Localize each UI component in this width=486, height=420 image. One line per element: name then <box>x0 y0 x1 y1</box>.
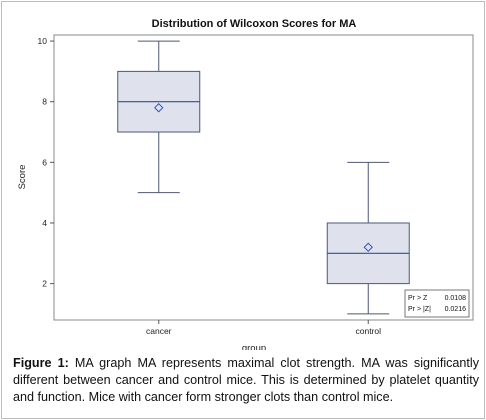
y-tick-label-8: 8 <box>42 97 47 107</box>
y-tick-label-2: 2 <box>42 279 47 289</box>
stat-value-1: 0.0216 <box>445 306 467 313</box>
x-tick-label-cancer: cancer <box>146 326 172 336</box>
stats-box: Pr > Z 0.0108 Pr > |Z| 0.0216 <box>404 289 470 318</box>
y-tick-label-6: 6 <box>42 157 47 167</box>
y-axis-label: Score <box>17 165 28 190</box>
caption-text: MA graph MA represents maximal clot stre… <box>13 356 480 404</box>
plot-area <box>53 34 474 321</box>
x-axis: cancer control <box>146 320 381 336</box>
y-axis: 2 4 6 8 10 <box>38 36 54 289</box>
caption-label: Figure 1: <box>13 356 69 370</box>
stat-value-0: 0.0108 <box>445 295 467 302</box>
box-plot-chart: Distribution of Wilcoxon Scores for MA 2… <box>17 18 474 350</box>
x-tick-label-control: control <box>355 326 381 336</box>
cancer-mean-marker <box>154 103 164 113</box>
figure-caption: Figure 1: MA graph MA represents maximal… <box>13 355 479 406</box>
y-tick-label-10: 10 <box>38 36 48 46</box>
y-tick-label-4: 4 <box>42 218 47 228</box>
x-axis-label: group <box>242 343 266 350</box>
stat-label-0: Pr > Z <box>408 295 428 302</box>
stat-label-1: Pr > |Z| <box>408 306 431 313</box>
stats-box-frame <box>404 289 470 318</box>
chart-title: Distribution of Wilcoxon Scores for MA <box>152 18 357 30</box>
boxes <box>117 40 410 315</box>
control-mean-marker <box>363 242 373 252</box>
